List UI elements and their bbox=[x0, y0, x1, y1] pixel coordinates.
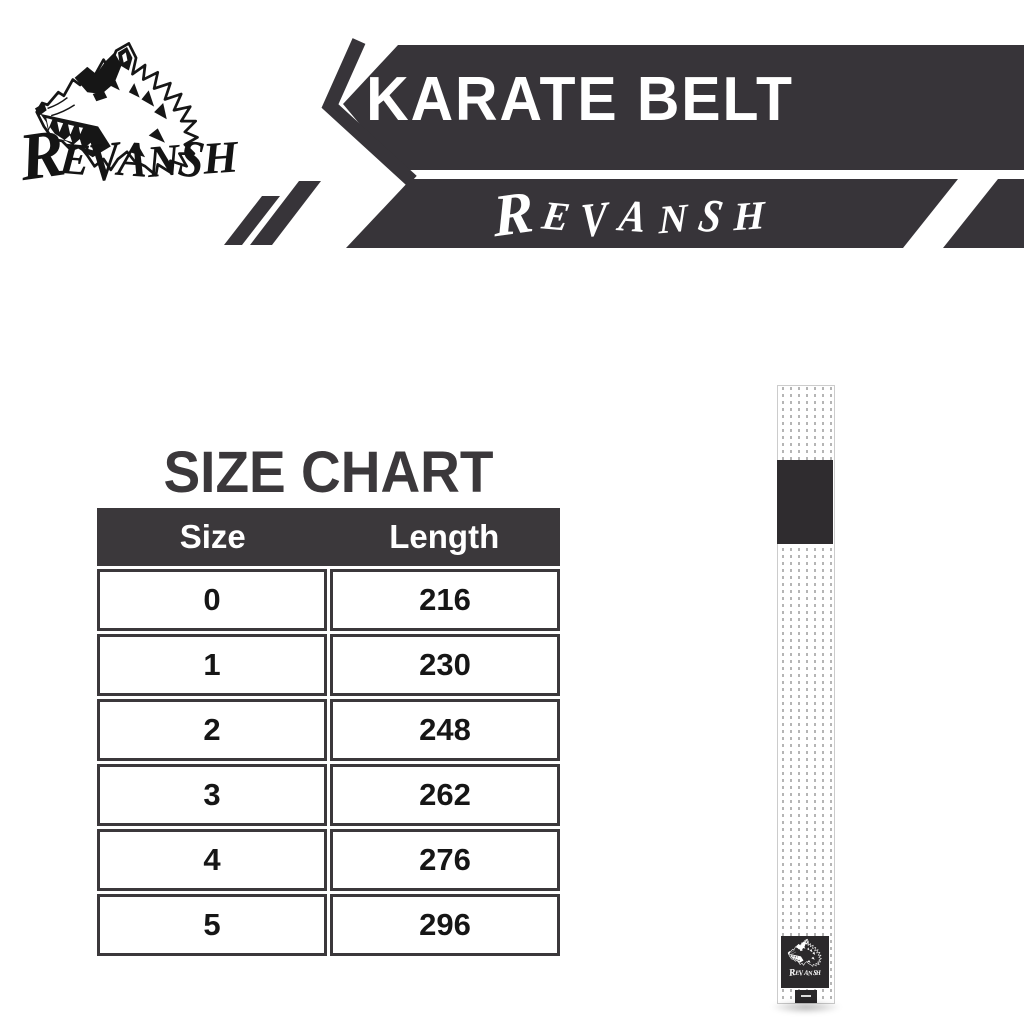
cell-size: 0 bbox=[97, 569, 327, 631]
cell-size: 1 bbox=[97, 634, 327, 696]
table-header-row: Size Length bbox=[97, 508, 560, 566]
banner-title: KARATE BELT bbox=[366, 65, 794, 134]
belt-tip-tab bbox=[795, 990, 817, 1003]
cell-length: 230 bbox=[330, 634, 560, 696]
cell-size: 4 bbox=[97, 829, 327, 891]
cell-length: 216 bbox=[330, 569, 560, 631]
cell-size: 3 bbox=[97, 764, 327, 826]
chevron-left-icon bbox=[321, 38, 417, 187]
size-chart-heading: SIZE CHART bbox=[163, 439, 494, 505]
banner-brand-script: REVANSH bbox=[490, 176, 777, 250]
wolf-icon bbox=[785, 938, 825, 967]
cell-length: 296 bbox=[330, 894, 560, 956]
cell-size: 5 bbox=[97, 894, 327, 956]
header-banner: KARATE BELT REVANSH bbox=[0, 30, 1024, 260]
belt-tab-stitch bbox=[801, 995, 811, 997]
karate-belt-image: REVANSH bbox=[777, 385, 835, 1004]
cell-length: 248 bbox=[330, 699, 560, 761]
belt-black-band bbox=[777, 460, 833, 544]
size-chart-table: Size Length 0 216 1 230 2 248 3 262 4 27… bbox=[97, 508, 560, 956]
cell-length: 262 bbox=[330, 764, 560, 826]
belt-label-wordmark: REVANSH bbox=[788, 967, 822, 979]
banner-shapes bbox=[224, 38, 1024, 248]
cell-size: 2 bbox=[97, 699, 327, 761]
cell-length: 276 bbox=[330, 829, 560, 891]
belt-shadow bbox=[770, 1000, 842, 1014]
table-header-size: Size bbox=[179, 518, 246, 555]
belt-brand-label: REVANSH bbox=[781, 936, 829, 988]
table-header-length: Length bbox=[389, 518, 500, 555]
